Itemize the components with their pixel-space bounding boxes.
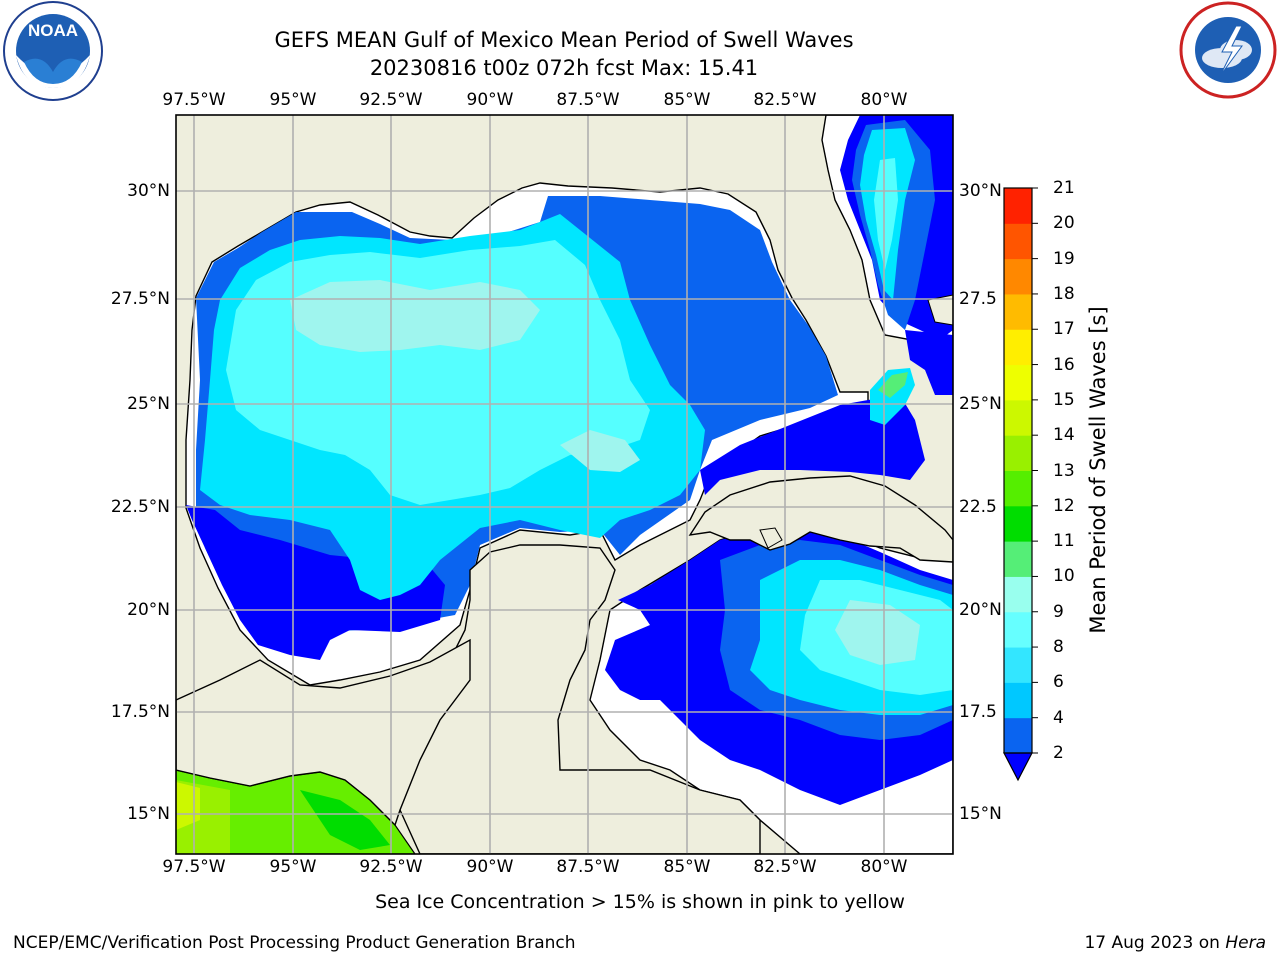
credit-date: 17 Aug 2023 on [1084,933,1226,953]
colorbar-tick-label: 19 [1053,248,1075,269]
colorbar-swatch [1004,541,1032,577]
cuba-landmass [688,475,953,563]
colorbar-tick-label: 10 [1053,566,1075,587]
lat-label-right: 27.5 [959,289,997,309]
map-gridlines [176,115,953,854]
lon-label-top: 80°W [860,90,908,110]
lon-label-top: 82.5°W [753,90,817,110]
colorbar-swatch [1004,258,1032,295]
colorbar-tick-label: 8 [1053,637,1064,658]
colorbar-swatch [1004,717,1032,754]
map-frame [175,114,954,855]
gulf-swell-8-9s [290,280,540,352]
lat-label-left: 20°N [127,600,170,620]
colorbar-swatch [1004,364,1032,401]
colorbar-under-arrow [1003,752,1033,782]
colorbar-tick-label: 20 [1053,213,1075,234]
colorbar-tick-label: 12 [1053,495,1075,516]
colorbar-swatch [1004,611,1032,648]
credit-host: Hera [1225,933,1266,953]
colorbar-swatch [1004,293,1032,330]
colorbar-tick-label: 21 [1053,178,1075,198]
lat-label-right: 20°N [959,600,1002,620]
atlantic-swell-6-8s [874,158,898,270]
lat-label-right: 22.5 [959,497,997,517]
gulf-swell-under-2s [700,395,925,495]
bahamas-swell-under-2s [905,330,953,395]
gulf-swell-8-9s-patch [560,430,640,472]
lon-label-top: 92.5°W [359,90,423,110]
lat-label-left: 22.5°N [110,497,170,517]
credit-left: NCEP/EMC/Verification Post Processing Pr… [13,933,576,953]
colorbar-tick-label: 17 [1053,319,1075,340]
chart-subtitle: 20230816 t00z 072h fcst Max: 15.41 [369,56,759,80]
lat-label-right: 15°N [959,804,1002,824]
lon-label-top: 90°W [466,90,514,110]
colorbar-swatch [1004,576,1032,613]
lon-label-top: 87.5°W [556,90,620,110]
lat-label-left: 30°N [127,181,170,201]
colorbar-swatch [1004,647,1032,683]
lat-label-right: 25°N [959,394,1002,414]
colorbar-tick-label: 11 [1053,531,1075,552]
lon-label-bottom: 82.5°W [753,857,817,877]
colorbar-label: Mean Period of Swell Waves [s] [1086,306,1110,634]
lon-label-bottom: 92.5°W [359,857,423,877]
lon-label-top: 97.5°W [162,90,226,110]
keys-island [759,527,783,549]
colorbar-tick-label: 13 [1053,460,1075,481]
lat-label-left: 15°N [127,804,170,824]
colorbar [1003,187,1038,782]
noaa-logo-text: NOAA [28,21,78,40]
chart-title: GEFS MEAN Gulf of Mexico Mean Period of … [274,28,854,52]
lon-label-bottom: 90°W [466,857,514,877]
lat-label-right: 30°N [959,181,1002,201]
southern-mexico-landmass [176,638,471,827]
colorbar-swatch [1004,188,1032,224]
colorbar-tick-label: 16 [1053,354,1075,375]
lon-label-bottom: 87.5°W [556,857,620,877]
gulf-swell-under-2s-south [186,505,445,660]
colorbar-swatch [1004,223,1032,260]
colorbar-tick-label: 15 [1053,389,1075,410]
lat-label-left: 17.5°N [110,702,170,722]
colorbar-tick-label: 4 [1053,707,1064,728]
colorbar-tick-label: 14 [1053,425,1075,446]
bahamas-island [927,294,953,326]
colorbar-tick-label: 2 [1053,743,1064,763]
noaa-logo: NOAA [3,1,103,101]
straits-swell-9-10s [878,372,908,398]
colorbar-tick-label: 9 [1053,601,1064,622]
colorbar-tick-label: 6 [1053,672,1064,693]
lat-label-left: 27.5°N [110,289,170,309]
colorbar-swatch [1004,470,1032,507]
lon-label-bottom: 97.5°W [162,857,226,877]
caribbean-swell-8-9s [835,600,920,665]
lat-label-right: 17.5 [959,702,997,722]
lon-label-bottom: 95°W [269,857,317,877]
colorbar-tick-label: 18 [1053,283,1075,304]
pacific-swell-10-11s [300,790,390,850]
sea-ice-note: Sea Ice Concentration > 15% is shown in … [375,891,905,913]
lon-label-top: 95°W [269,90,317,110]
nws-logo [1179,1,1277,99]
lon-label-top: 85°W [663,90,711,110]
lat-label-left: 25°N [127,394,170,414]
colorbar-swatch [1004,505,1032,542]
lon-label-bottom: 80°W [860,857,908,877]
credit-right: 17 Aug 2023 on Hera [1084,933,1266,953]
colorbar-swatch [1004,435,1032,471]
colorbar-swatch [1004,682,1032,719]
colorbar-swatch [1004,399,1032,436]
colorbar-swatch [1004,329,1032,366]
lon-label-bottom: 85°W [663,857,711,877]
